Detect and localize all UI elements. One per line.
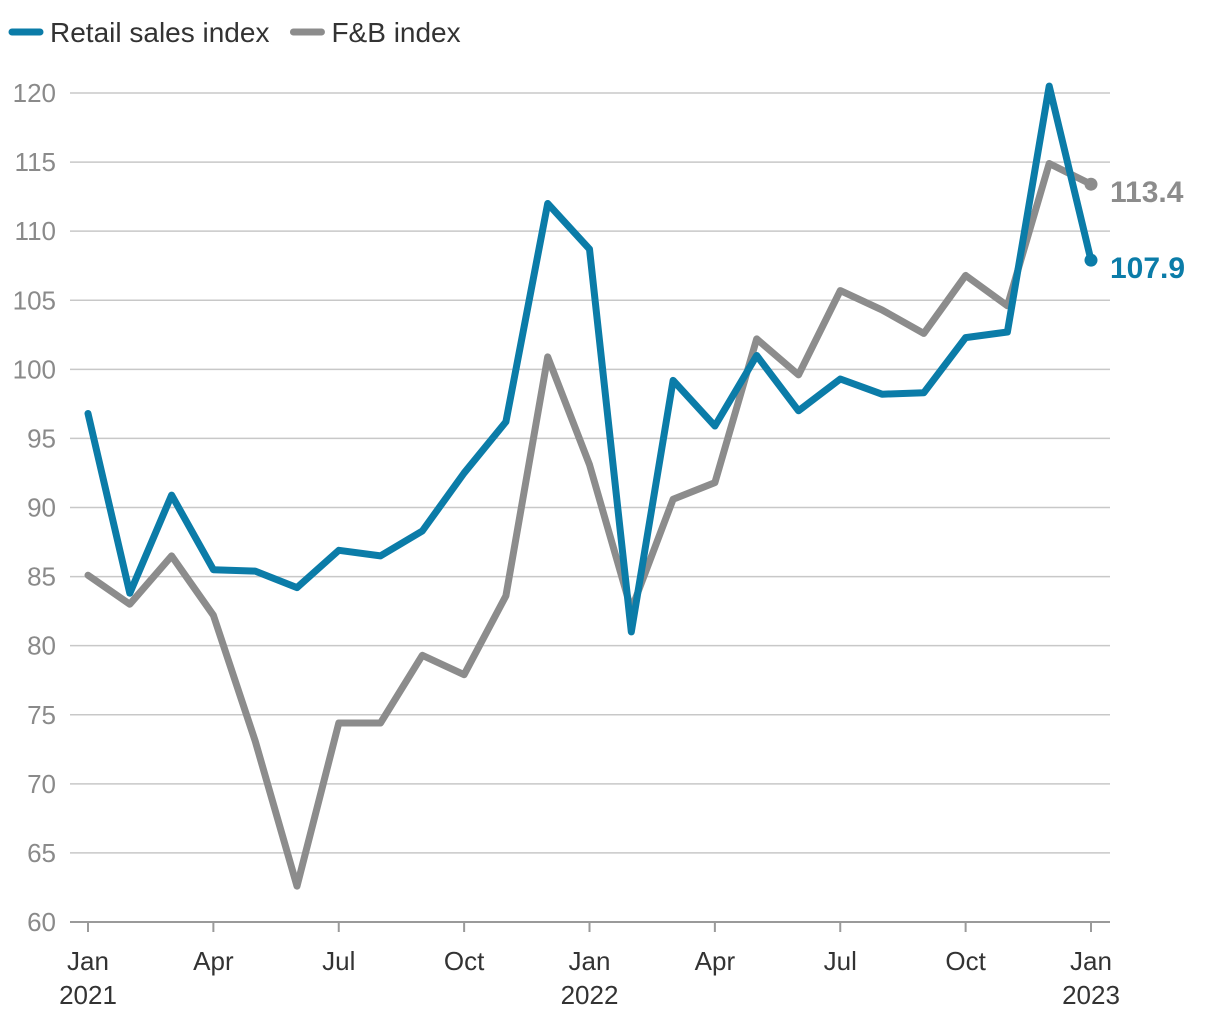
y-tick-label: 115 (15, 147, 56, 177)
x-tick-label: Apr (193, 946, 234, 976)
y-tick-label: 75 (27, 700, 56, 730)
y-tick-label: 95 (27, 423, 56, 453)
y-tick-label: 90 (27, 493, 56, 523)
axes: 60 65 70 75 80 85 90 95 100 105 110 115 120 Jan 2021 Ap… (13, 78, 1120, 1010)
x-tick-label: Jan (67, 946, 109, 976)
legend-label-retail-sales-index: Retail sales index (50, 17, 269, 48)
y-tick-label: 85 (27, 562, 56, 592)
x-tick-label: Oct (444, 946, 485, 976)
series-lines (84, 82, 1098, 890)
y-tick-label: 60 (27, 907, 56, 937)
x-tick-label: Jul (824, 946, 857, 976)
x-tick-year-label: 2023 (1062, 980, 1120, 1010)
x-tick-label: Jul (322, 946, 355, 976)
y-tick-label: 80 (27, 631, 56, 661)
y-tick-label: 70 (27, 769, 56, 799)
y-tick-label: 65 (27, 838, 56, 868)
x-tick-label: Apr (695, 946, 736, 976)
legend: Retail sales index F&B index (8, 17, 461, 48)
x-tick-label: Jan (569, 946, 611, 976)
y-tick-label: 100 (13, 354, 56, 384)
x-tick-label: Jan (1070, 946, 1112, 976)
end-labels: 107.9 113.4 (1110, 176, 1185, 285)
y-tick-label: 110 (15, 216, 56, 246)
x-tick-year-label: 2021 (59, 980, 117, 1010)
end-label-f-b-index: 113.4 (1110, 176, 1184, 209)
x-tick-label: Oct (945, 946, 986, 976)
series-line-f-b-index (84, 160, 1095, 890)
y-tick-label: 120 (13, 78, 56, 108)
y-tick-label: 105 (13, 285, 56, 315)
end-point-retail-sales-index (1084, 253, 1098, 267)
end-label-retail-sales-index: 107.9 (1110, 252, 1185, 285)
series-line-retail-sales-index (84, 82, 1095, 636)
end-point-f-b-index (1084, 177, 1098, 191)
legend-label-f-b-index: F&B index (331, 17, 460, 48)
x-tick-year-label: 2022 (561, 980, 619, 1010)
